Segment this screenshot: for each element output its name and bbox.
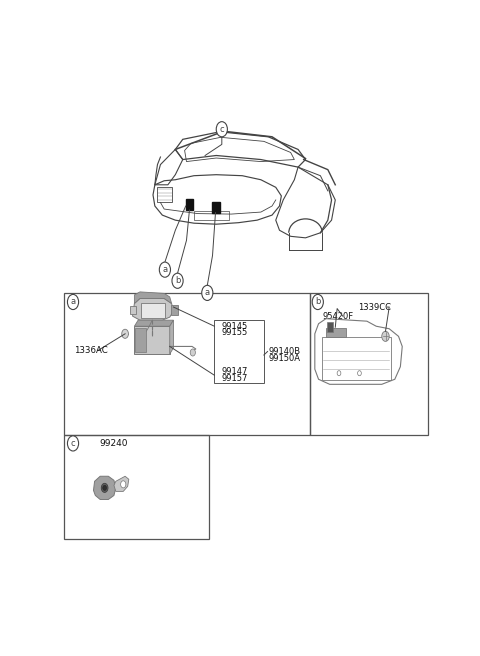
- Circle shape: [120, 481, 126, 488]
- Circle shape: [358, 371, 361, 376]
- Text: 99147: 99147: [222, 367, 248, 376]
- Circle shape: [337, 371, 341, 376]
- Text: c: c: [71, 439, 75, 448]
- Text: 99155: 99155: [222, 328, 248, 337]
- Circle shape: [101, 483, 108, 493]
- Bar: [327, 322, 333, 333]
- Circle shape: [67, 436, 79, 451]
- Text: 95420F: 95420F: [322, 312, 353, 321]
- Text: 99150A: 99150A: [268, 354, 300, 363]
- Circle shape: [103, 485, 107, 491]
- Polygon shape: [114, 476, 129, 491]
- Bar: [326, 328, 347, 337]
- Circle shape: [382, 331, 389, 341]
- Text: 99140B: 99140B: [268, 347, 300, 356]
- Circle shape: [122, 329, 129, 338]
- Bar: [64, 435, 209, 539]
- Polygon shape: [132, 298, 173, 320]
- Bar: [186, 199, 193, 210]
- Circle shape: [67, 295, 79, 310]
- Bar: [130, 306, 135, 314]
- Bar: [212, 203, 220, 213]
- Polygon shape: [134, 320, 173, 326]
- Bar: [134, 326, 170, 354]
- Bar: [157, 187, 172, 202]
- Text: b: b: [315, 297, 321, 306]
- Text: 1336AC: 1336AC: [74, 346, 108, 355]
- Text: a: a: [205, 289, 210, 297]
- Bar: [194, 211, 229, 220]
- Bar: [310, 293, 428, 435]
- Text: 99240: 99240: [99, 439, 128, 448]
- Text: a: a: [71, 297, 75, 306]
- Bar: [141, 304, 165, 318]
- Polygon shape: [170, 320, 173, 354]
- Circle shape: [172, 273, 183, 289]
- Text: c: c: [219, 125, 224, 134]
- Bar: [171, 305, 178, 315]
- Circle shape: [216, 121, 228, 137]
- Text: 99145: 99145: [222, 321, 248, 331]
- Text: b: b: [175, 276, 180, 285]
- Circle shape: [202, 285, 213, 300]
- Circle shape: [312, 295, 324, 310]
- Bar: [322, 337, 391, 380]
- Polygon shape: [94, 476, 116, 499]
- Text: 1339CC: 1339CC: [358, 302, 391, 312]
- Text: a: a: [162, 265, 168, 274]
- Polygon shape: [134, 292, 172, 304]
- Bar: [215, 319, 264, 383]
- Bar: [135, 328, 146, 352]
- Circle shape: [190, 349, 195, 356]
- Circle shape: [159, 262, 170, 277]
- Text: 99157: 99157: [222, 374, 248, 382]
- Bar: [64, 293, 310, 435]
